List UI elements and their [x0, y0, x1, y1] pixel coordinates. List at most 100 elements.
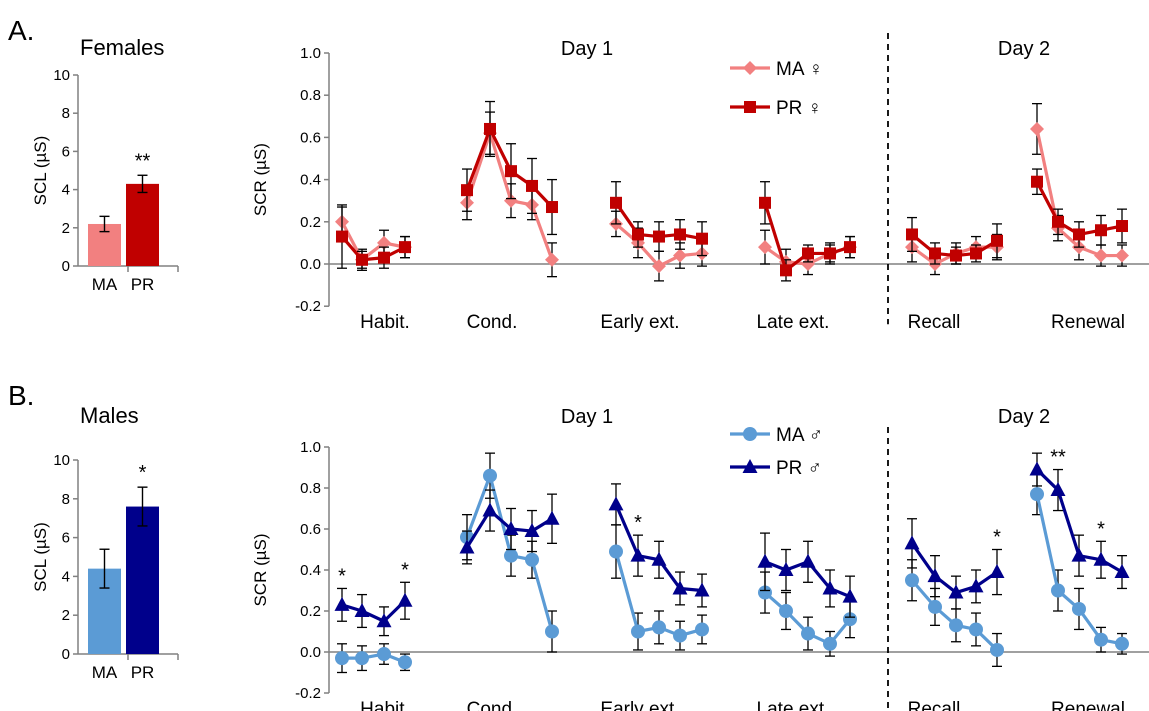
bar-pr [126, 183, 159, 266]
data-point-triangle [694, 582, 710, 597]
scl-bar-chart: 0 2 4 6 8 10 SCL (µS) MA PR * [31, 452, 179, 682]
data-point-circle [545, 624, 559, 639]
y-tick-label: 0.6 [300, 521, 321, 538]
data-point-circle [969, 622, 983, 637]
data-point-square [484, 122, 496, 135]
data-point-triangle [376, 613, 392, 628]
y-tick-label: 0 [62, 258, 70, 275]
legend-label: MA ♀ [776, 59, 823, 80]
data-point-square [1073, 228, 1085, 241]
phase-label: Cond. [467, 312, 518, 333]
y-tick-label: 8 [62, 491, 70, 508]
y-axis-label: SCR (µS) [251, 143, 270, 216]
data-point-triangle [354, 603, 370, 617]
panel-letter: B. [8, 380, 34, 411]
data-point-square [399, 241, 411, 254]
data-point-circle [990, 642, 1004, 657]
data-point-circle [1094, 632, 1108, 647]
y-tick-label: 6 [62, 143, 70, 160]
data-point-square [1031, 175, 1043, 188]
data-point-square [653, 230, 665, 243]
data-point-diamond [673, 248, 687, 263]
legend-label: MA ♂ [776, 425, 823, 446]
data-point-triangle [503, 521, 519, 535]
series-ma [335, 102, 1129, 282]
data-point-circle [779, 604, 793, 618]
data-point-circle [843, 612, 857, 627]
data-point-triangle [630, 547, 646, 562]
data-point-circle [335, 651, 349, 666]
data-point-circle [504, 548, 518, 563]
data-point-diamond [545, 252, 559, 267]
data-point-square [1095, 224, 1107, 237]
series-pr [336, 100, 1128, 282]
data-point-triangle [1029, 461, 1045, 476]
data-point-triangle [608, 496, 624, 511]
data-point-triangle [524, 523, 540, 538]
y-tick-label: -0.2 [295, 685, 321, 702]
data-point-circle [695, 622, 709, 637]
day-label: Day 2 [998, 406, 1050, 428]
phase-label: Early ext. [600, 699, 679, 711]
day-label: Day 1 [561, 406, 613, 428]
day-label: Day 1 [561, 38, 613, 60]
y-tick-label: 4 [62, 182, 70, 199]
bar-pr [126, 506, 159, 654]
series-ma [335, 452, 1129, 674]
data-point-square [970, 247, 982, 260]
data-point-triangle [397, 592, 413, 607]
significance-marker: * [139, 462, 147, 484]
data-point-triangle [1050, 482, 1066, 497]
phase-label: Habit. [360, 699, 410, 711]
phase-label: Cond. [467, 699, 518, 711]
data-point-square [950, 249, 962, 262]
data-point-square [802, 247, 814, 260]
data-point-triangle [651, 551, 667, 566]
data-point-diamond [377, 235, 391, 250]
y-tick-label: 0.4 [300, 562, 321, 579]
data-point-diamond [743, 61, 757, 75]
y-tick-label: 0.2 [300, 603, 321, 620]
significance-marker: * [634, 512, 642, 534]
panel-letter: A. [8, 15, 34, 46]
x-category-label: MA [92, 275, 118, 294]
phase-label: Late ext. [757, 312, 830, 333]
data-point-circle [631, 624, 645, 639]
data-point-square [991, 234, 1003, 247]
phase-label: Renewal [1051, 312, 1125, 333]
data-point-square [1116, 220, 1128, 233]
data-point-triangle [778, 562, 794, 576]
data-point-diamond [504, 193, 518, 208]
data-point-square [824, 247, 836, 260]
y-tick-label: 6 [62, 530, 70, 547]
data-point-circle [928, 599, 942, 614]
y-tick-label: 1.0 [300, 45, 321, 62]
significance-marker: * [338, 565, 346, 587]
sex-title: Females [80, 35, 164, 60]
x-category-label: PR [131, 275, 155, 294]
data-point-square [696, 232, 708, 245]
data-point-diamond [801, 257, 815, 271]
data-point-triangle [968, 578, 984, 593]
data-point-circle [823, 636, 837, 651]
significance-marker: * [1097, 518, 1105, 540]
y-tick-label: 0.0 [300, 644, 321, 661]
y-tick-label: 0.8 [300, 480, 321, 497]
significance-marker: ** [1050, 447, 1066, 469]
series-line [340, 235, 406, 262]
data-point-circle [673, 628, 687, 643]
series-line [340, 221, 406, 263]
y-tick-label: 0.8 [300, 87, 321, 104]
scl-bar-chart: 0 2 4 6 8 10 SCL (µS) MA PR ** [31, 67, 179, 294]
data-point-circle [949, 618, 963, 633]
legend: MA ♀ PR ♀ [730, 59, 823, 119]
y-tick-label: -0.2 [295, 298, 321, 315]
data-point-square [378, 251, 390, 264]
x-category-label: PR [131, 663, 155, 682]
series-pr [334, 452, 1130, 637]
x-category-label: MA [92, 663, 118, 682]
series-line [342, 652, 406, 664]
data-point-triangle [800, 553, 816, 568]
significance-marker: * [401, 559, 409, 581]
